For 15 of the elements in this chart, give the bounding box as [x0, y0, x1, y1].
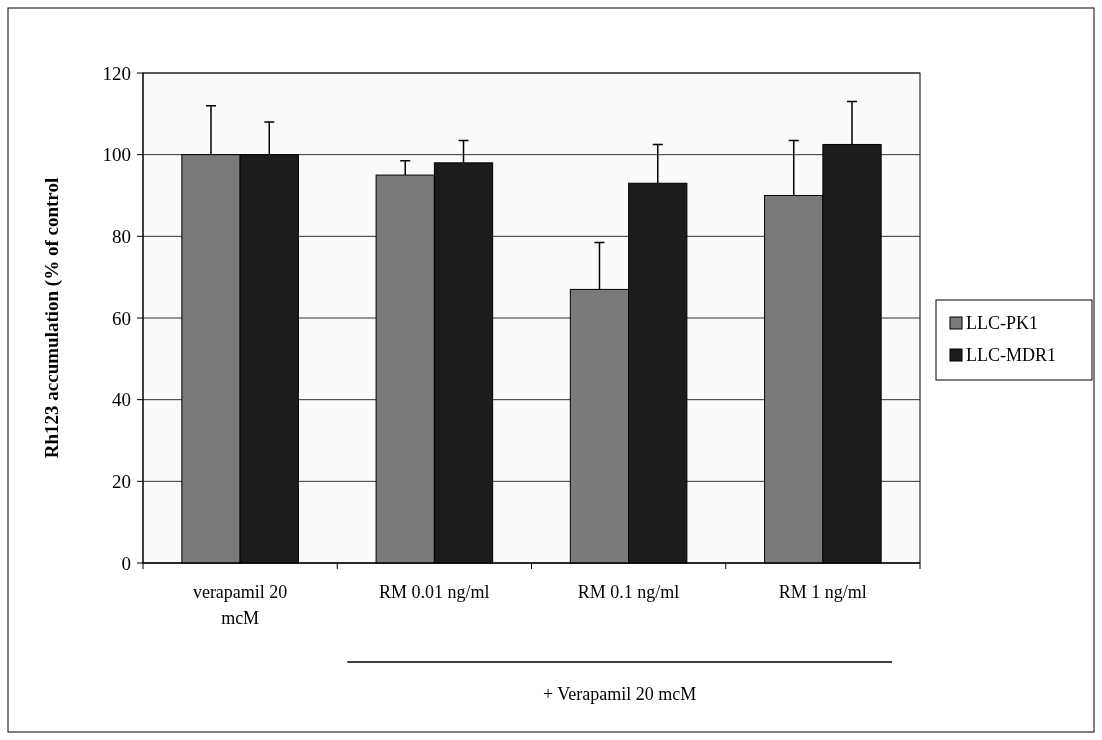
y-tick-label: 100 — [102, 144, 131, 166]
y-tick-label: 40 — [112, 389, 131, 411]
text: + Verapamil 20 mcM — [542, 684, 697, 704]
x-tick-label: RM 0.1 ng/ml — [577, 582, 680, 602]
y-tick-label: 20 — [112, 470, 131, 492]
x-tick-label: RM 0.01 ng/ml — [379, 582, 490, 602]
legend-label: LLC-PK1 — [966, 313, 1038, 334]
y-tick-label: 0 — [121, 552, 131, 574]
x-tick-label: verapamil 20 mcM — [192, 582, 288, 628]
x-tick-label: RM 1 ng/ml — [778, 582, 867, 602]
y-tick-label: 120 — [102, 62, 131, 84]
y-axis-title: Rh123 accumulation (% of control — [41, 177, 63, 459]
legend-label: LLC-MDR1 — [966, 345, 1056, 366]
y-tick-label: 60 — [112, 307, 131, 329]
y-tick-label: 80 — [112, 225, 131, 247]
